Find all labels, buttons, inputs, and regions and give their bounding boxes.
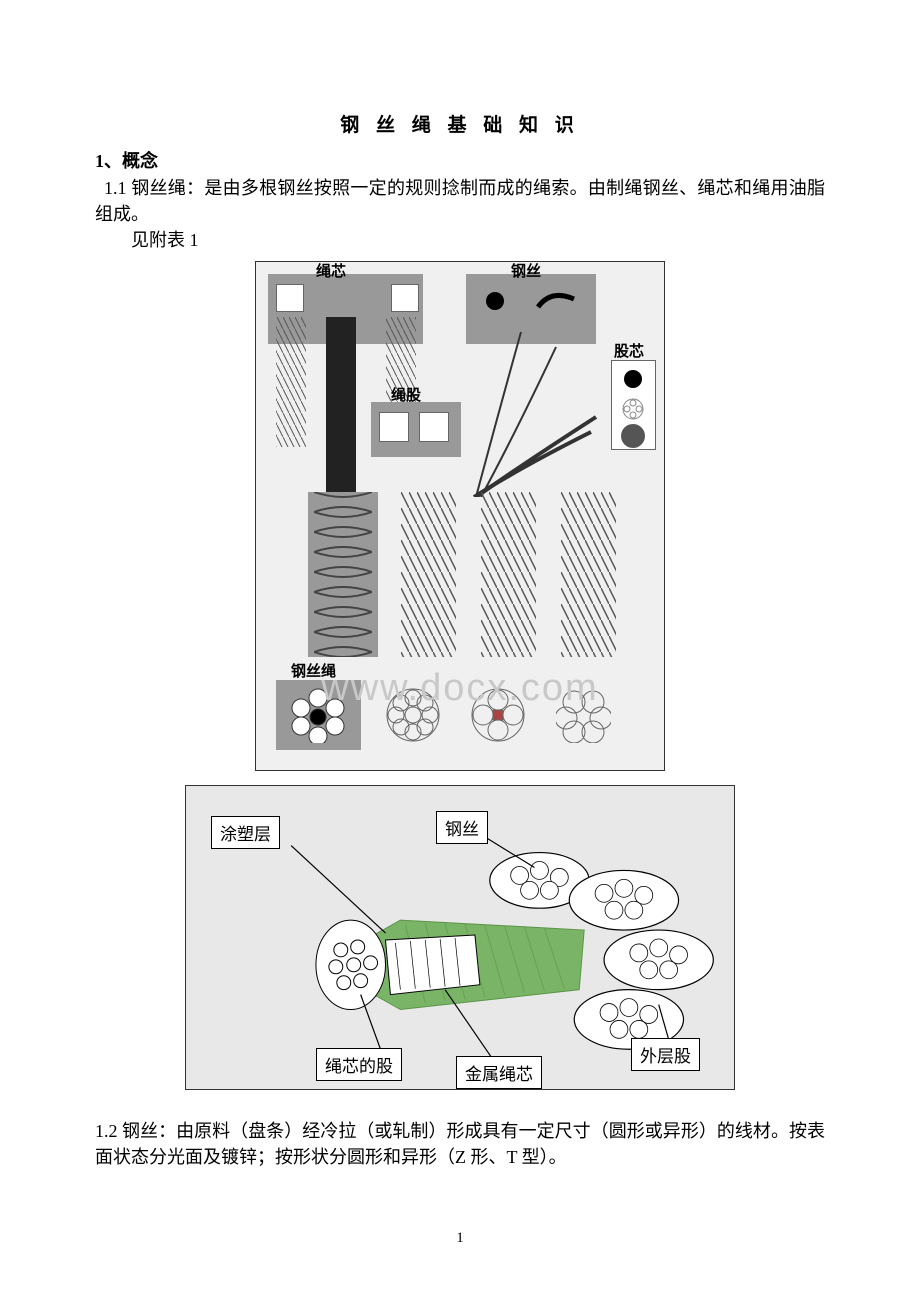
callout-core-strand: 绳芯的股 xyxy=(316,1048,402,1081)
label-wire: 钢丝 xyxy=(511,260,541,281)
figure-2-rope-cross-section: 涂塑层 钢丝 绳芯的股 金属绳芯 外层股 xyxy=(185,785,735,1090)
callout-outer-strand: 外层股 xyxy=(631,1038,700,1071)
label-core: 绳芯 xyxy=(316,260,346,281)
label-strand-core: 股芯 xyxy=(614,340,644,361)
page-title: 钢 丝 绳 基 础 知 识 xyxy=(95,110,825,137)
para-1-1: 1.1 钢丝绳：是由多根钢丝按照一定的规则捻制而成的绳索。由制绳钢丝、绳芯和绳用… xyxy=(95,175,825,227)
page-number: 1 xyxy=(0,1230,920,1247)
section-1-header: 1、概念 xyxy=(95,147,825,173)
callout-metal-core: 金属绳芯 xyxy=(456,1056,542,1089)
label-rope: 钢丝绳 xyxy=(291,660,336,681)
see-table-note: 见附表 1 xyxy=(95,227,825,253)
label-strand: 绳股 xyxy=(391,384,421,405)
callout-wire: 钢丝 xyxy=(436,811,488,844)
para-1-2: 1.2 钢丝：由原料（盘条）经冷拉（或轧制）形成具有一定尺寸（圆形或异形）的线材… xyxy=(95,1118,825,1170)
figure-1-rope-components: 绳芯 钢丝 股芯 绳股 xyxy=(255,261,665,771)
callout-coating: 涂塑层 xyxy=(211,816,280,849)
figure-area: 绳芯 钢丝 股芯 绳股 xyxy=(95,261,825,1090)
